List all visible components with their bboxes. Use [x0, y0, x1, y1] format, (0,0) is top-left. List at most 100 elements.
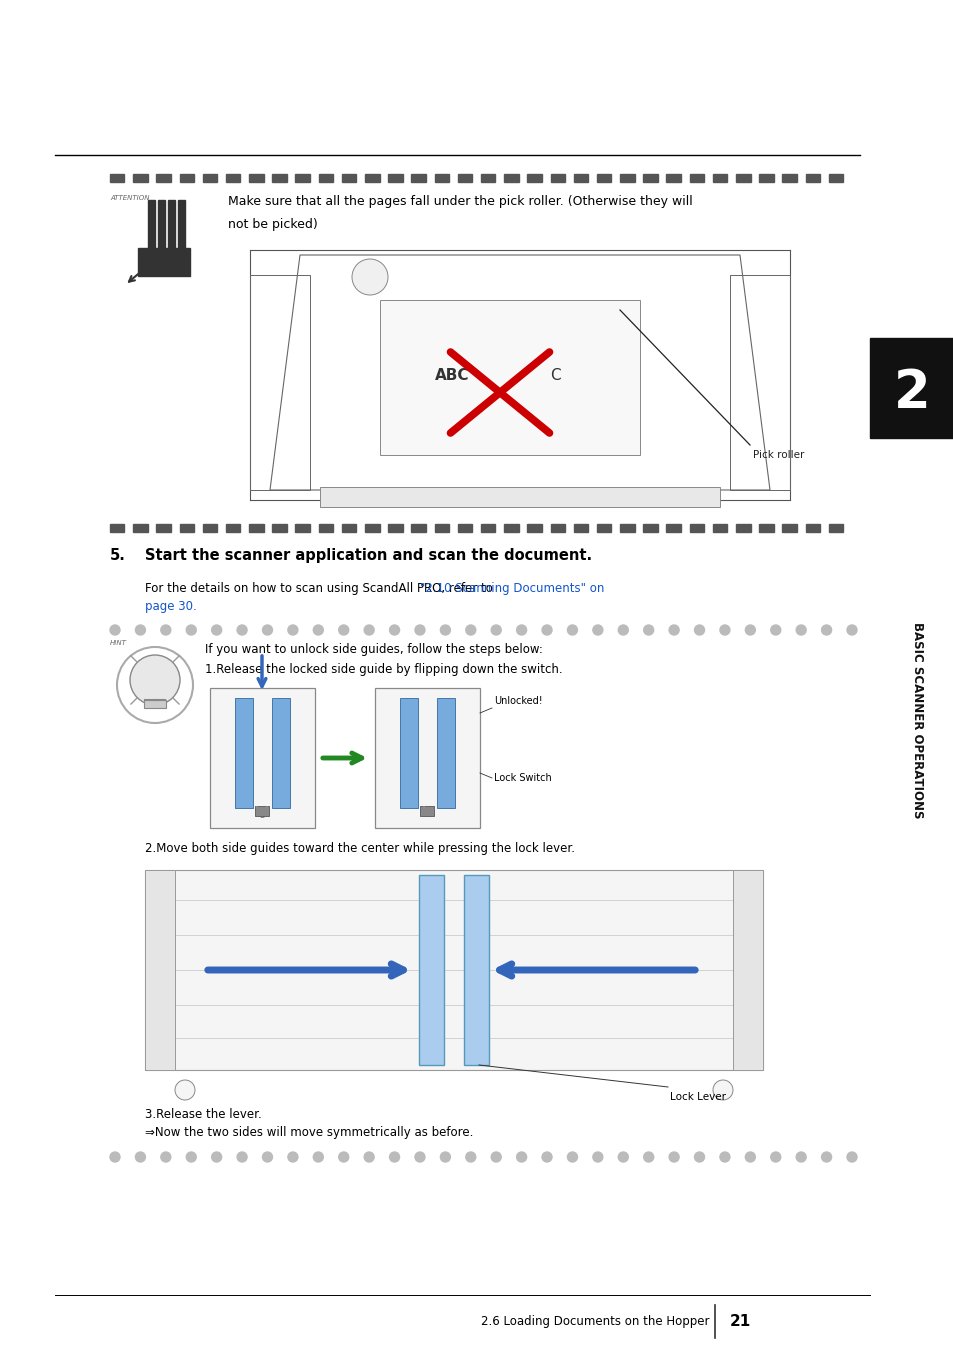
Circle shape: [796, 1152, 805, 1162]
Bar: [168, 200, 174, 255]
Text: For the details on how to scan using ScandAll PRO, refer to: For the details on how to scan using Sca…: [145, 582, 497, 595]
Text: 21: 21: [729, 1315, 750, 1330]
Circle shape: [541, 1152, 552, 1162]
Text: Pick roller: Pick roller: [752, 450, 803, 460]
Bar: [399, 698, 417, 809]
Bar: [388, 174, 402, 182]
Bar: [597, 174, 611, 182]
Circle shape: [668, 625, 679, 634]
Circle shape: [313, 625, 323, 634]
Bar: [249, 174, 263, 182]
Bar: [550, 524, 564, 532]
Bar: [411, 174, 425, 182]
Bar: [203, 524, 217, 532]
Bar: [318, 524, 333, 532]
Circle shape: [212, 625, 221, 634]
Bar: [250, 275, 310, 490]
Text: Make sure that all the pages fall under the pick roller. (Otherwise they will: Make sure that all the pages fall under …: [228, 194, 692, 208]
Bar: [249, 524, 263, 532]
Circle shape: [517, 625, 526, 634]
Bar: [365, 174, 379, 182]
Circle shape: [440, 1152, 450, 1162]
Circle shape: [440, 625, 450, 634]
Circle shape: [720, 625, 729, 634]
Bar: [457, 174, 472, 182]
Bar: [759, 524, 773, 532]
Bar: [666, 174, 680, 182]
Bar: [828, 524, 842, 532]
Bar: [573, 524, 588, 532]
Text: 3.Release the lever.: 3.Release the lever.: [145, 1108, 261, 1120]
Circle shape: [262, 1152, 273, 1162]
Bar: [804, 524, 820, 532]
Bar: [419, 806, 434, 815]
Circle shape: [517, 1152, 526, 1162]
Bar: [179, 524, 193, 532]
Bar: [295, 174, 310, 182]
Circle shape: [389, 625, 399, 634]
Bar: [689, 174, 703, 182]
Text: 5.: 5.: [110, 548, 126, 563]
Text: page 30.: page 30.: [145, 599, 196, 613]
Text: not be picked): not be picked): [228, 217, 317, 231]
Circle shape: [618, 1152, 628, 1162]
Circle shape: [491, 1152, 500, 1162]
Circle shape: [720, 1152, 729, 1162]
Circle shape: [465, 625, 476, 634]
Bar: [234, 698, 253, 809]
Text: ATTENTION: ATTENTION: [110, 194, 150, 201]
Bar: [619, 524, 634, 532]
Bar: [226, 174, 240, 182]
Bar: [729, 275, 789, 490]
Bar: [503, 524, 518, 532]
Bar: [145, 869, 762, 1071]
Circle shape: [744, 625, 755, 634]
Circle shape: [668, 1152, 679, 1162]
Bar: [759, 174, 773, 182]
Bar: [503, 174, 518, 182]
Bar: [295, 524, 310, 532]
Text: HINT: HINT: [110, 640, 127, 647]
Circle shape: [796, 625, 805, 634]
Text: a: a: [259, 811, 264, 819]
Bar: [388, 524, 402, 532]
Bar: [110, 174, 124, 182]
Bar: [550, 174, 564, 182]
Circle shape: [161, 625, 171, 634]
Circle shape: [161, 1152, 171, 1162]
Bar: [145, 869, 174, 1071]
Bar: [158, 200, 165, 255]
Bar: [418, 875, 443, 1065]
Bar: [457, 524, 472, 532]
Circle shape: [846, 1152, 856, 1162]
Text: 1.Release the locked side guide by flipping down the switch.: 1.Release the locked side guide by flipp…: [205, 663, 562, 676]
Bar: [732, 869, 762, 1071]
Text: BASIC SCANNER OPERATIONS: BASIC SCANNER OPERATIONS: [910, 622, 923, 818]
Bar: [689, 524, 703, 532]
Bar: [272, 174, 287, 182]
Circle shape: [491, 625, 500, 634]
Text: C: C: [550, 367, 560, 382]
Circle shape: [694, 625, 703, 634]
Circle shape: [567, 1152, 577, 1162]
Text: Lock Switch: Lock Switch: [494, 774, 551, 783]
Bar: [804, 174, 820, 182]
Bar: [272, 524, 287, 532]
Bar: [148, 200, 154, 250]
Bar: [144, 701, 166, 707]
Bar: [712, 524, 726, 532]
Bar: [597, 524, 611, 532]
Circle shape: [821, 625, 831, 634]
Circle shape: [110, 625, 120, 634]
Circle shape: [770, 1152, 780, 1162]
Circle shape: [288, 625, 297, 634]
Circle shape: [415, 1152, 424, 1162]
Bar: [318, 174, 333, 182]
Bar: [642, 174, 658, 182]
Circle shape: [352, 259, 388, 296]
Circle shape: [135, 625, 145, 634]
Bar: [341, 524, 356, 532]
Bar: [573, 174, 588, 182]
Bar: [226, 524, 240, 532]
Circle shape: [364, 625, 374, 634]
